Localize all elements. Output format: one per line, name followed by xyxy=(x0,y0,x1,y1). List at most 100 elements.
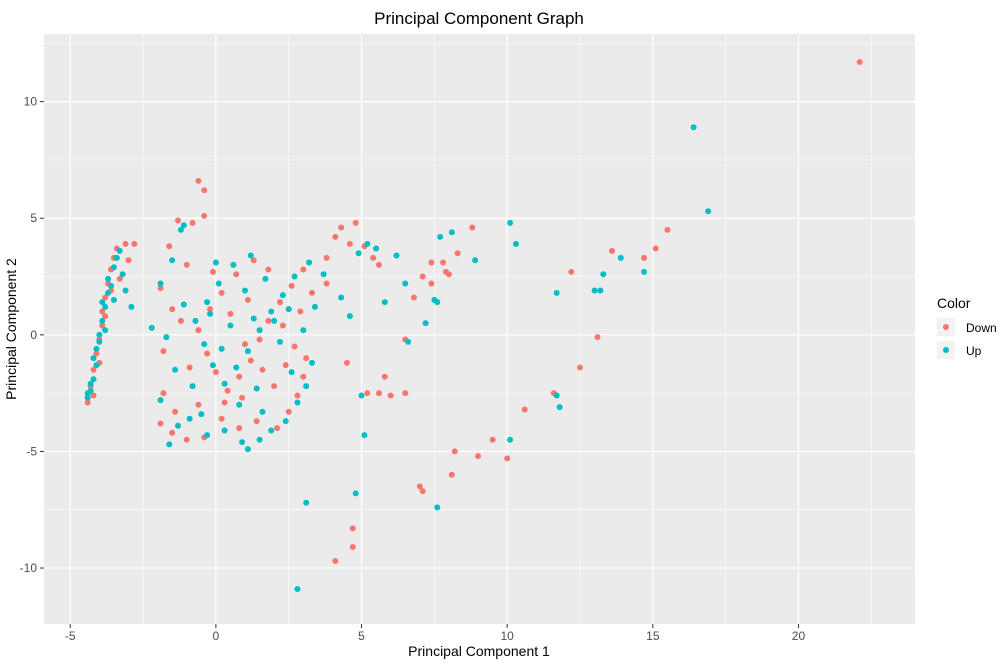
point-down xyxy=(276,299,283,306)
point-up xyxy=(148,324,155,331)
point-up xyxy=(157,397,164,404)
point-down xyxy=(177,317,184,324)
point-down xyxy=(195,177,202,184)
point-down xyxy=(209,268,216,275)
point-up xyxy=(309,359,315,366)
point-up xyxy=(128,303,135,310)
point-down xyxy=(221,399,228,406)
point-up xyxy=(215,280,222,287)
point-down xyxy=(160,390,167,397)
point-down xyxy=(271,383,278,390)
point-down xyxy=(346,240,353,247)
point-down xyxy=(122,240,129,247)
point-up xyxy=(291,273,298,280)
point-up xyxy=(311,303,318,310)
point-up xyxy=(96,338,103,345)
point-down xyxy=(303,355,310,362)
point-down xyxy=(521,406,528,413)
point-down xyxy=(116,275,123,282)
point-down xyxy=(300,373,307,380)
point-up xyxy=(288,369,295,376)
point-up xyxy=(212,259,219,266)
point-down xyxy=(376,390,382,397)
point-down xyxy=(224,387,231,394)
point-up xyxy=(279,292,286,299)
point-up xyxy=(204,299,211,306)
point-up xyxy=(172,366,179,373)
point-down xyxy=(288,282,295,289)
point-down xyxy=(641,254,648,261)
point-down xyxy=(381,373,388,380)
point-up xyxy=(207,310,214,317)
point-up xyxy=(373,245,380,252)
point-up xyxy=(256,436,263,443)
point-down xyxy=(440,259,447,266)
point-up xyxy=(163,334,170,341)
point-up xyxy=(600,271,607,278)
point-down xyxy=(99,322,106,329)
point-down xyxy=(175,217,181,224)
point-up xyxy=(221,380,228,387)
point-up xyxy=(303,383,310,390)
y-tick-label: -5 xyxy=(26,444,37,458)
chart-title: Principal Component Graph xyxy=(374,9,584,28)
point-up xyxy=(355,250,362,257)
point-down xyxy=(218,415,225,422)
point-up xyxy=(90,355,97,362)
point-down xyxy=(102,294,109,301)
point-up xyxy=(230,261,237,268)
point-down xyxy=(212,369,219,376)
point-up xyxy=(93,345,100,352)
point-down xyxy=(256,336,263,343)
point-up xyxy=(352,490,359,497)
point-up xyxy=(93,362,100,369)
point-down xyxy=(195,327,202,334)
x-tick-label: 15 xyxy=(646,629,660,643)
point-up xyxy=(221,427,228,434)
point-up xyxy=(90,376,97,383)
point-up xyxy=(166,441,173,448)
point-down xyxy=(489,436,496,443)
point-down xyxy=(166,243,173,250)
legend-items: Down Up xyxy=(937,318,997,359)
point-up xyxy=(690,124,697,131)
point-down xyxy=(125,257,132,264)
point-up xyxy=(364,240,371,247)
point-up xyxy=(250,315,257,322)
y-axis-ticks: -10 -5 0 5 10 xyxy=(20,95,44,575)
point-down xyxy=(297,308,304,315)
point-down xyxy=(445,271,452,278)
point-up xyxy=(105,289,112,296)
point-up xyxy=(282,418,289,425)
point-up xyxy=(242,287,248,294)
point-up xyxy=(294,399,301,406)
point-up xyxy=(641,268,648,275)
point-up xyxy=(437,233,444,240)
point-up xyxy=(268,427,275,434)
point-up xyxy=(262,275,269,282)
point-up xyxy=(108,282,114,289)
point-up xyxy=(116,247,123,254)
point-up xyxy=(361,432,368,439)
y-tick-label: 5 xyxy=(30,211,37,225)
point-down xyxy=(416,483,423,490)
point-up xyxy=(201,341,208,348)
point-up xyxy=(597,287,604,294)
point-up xyxy=(285,306,292,313)
point-down xyxy=(323,280,330,287)
point-down xyxy=(90,366,97,373)
point-up xyxy=(259,408,266,415)
point-up xyxy=(87,380,94,387)
point-up xyxy=(320,271,327,278)
point-down xyxy=(274,425,281,432)
data-points xyxy=(84,58,863,593)
point-up xyxy=(247,252,254,259)
point-down xyxy=(428,280,435,287)
x-axis-ticks: -5 0 5 10 15 20 xyxy=(65,624,805,643)
point-up xyxy=(96,331,103,338)
point-up xyxy=(157,280,164,287)
point-up xyxy=(180,301,187,308)
x-tick-label: 10 xyxy=(500,629,514,643)
point-down xyxy=(183,261,190,268)
